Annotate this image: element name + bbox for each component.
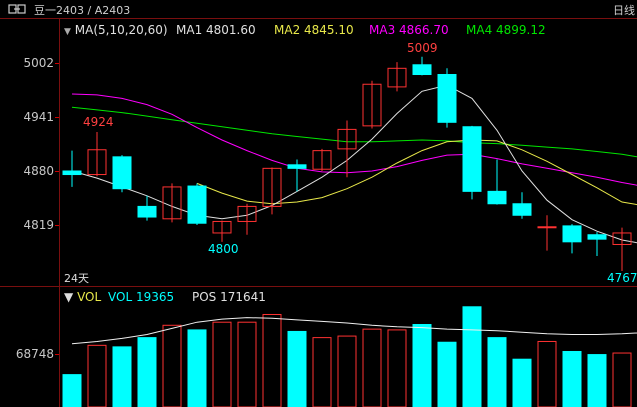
volume-bar [512, 358, 532, 407]
volume-bar [562, 350, 582, 407]
ma1-line [71, 84, 637, 244]
candle-body [162, 186, 182, 220]
volume-bar [162, 324, 182, 407]
chevron-down-icon[interactable]: ▼ [64, 290, 74, 304]
volume-bar [287, 330, 307, 407]
candle-body [287, 164, 307, 169]
volume-bar [337, 335, 357, 407]
candle-body [587, 234, 607, 240]
candle-body [387, 67, 407, 88]
candle-body [487, 190, 507, 205]
period-count-label: 24天 [64, 272, 89, 285]
volume-bar [112, 346, 132, 407]
vol-ma-line [71, 317, 637, 345]
candle-body [137, 205, 157, 218]
ma-legend: ▼ MA(5,10,20,60) [64, 23, 168, 37]
price-tick [55, 171, 59, 172]
chevron-down-icon[interactable]: ▼ [64, 27, 71, 37]
pane-divider [0, 286, 637, 287]
high-annotation: 5009 [407, 41, 438, 55]
volume-bar [262, 313, 282, 407]
volume-bar [237, 321, 257, 407]
price-axis-label: 4941 [23, 110, 54, 124]
volume-bar [87, 344, 107, 407]
candle-body [262, 167, 282, 207]
volume-bar [487, 337, 507, 407]
right-low-annotation: 4767 [607, 271, 637, 285]
price-axis-label: 5002 [23, 56, 54, 70]
candle-body [187, 185, 207, 224]
ma4-line [71, 106, 637, 158]
pos-value: POS 171641 [192, 290, 266, 304]
link-icon[interactable] [8, 3, 26, 15]
ma1-value: MA1 4801.60 [176, 23, 256, 37]
price-tick [55, 117, 59, 118]
volume-bar [187, 329, 207, 407]
volume-bar [387, 329, 407, 407]
candle-body [62, 170, 82, 176]
volume-bar [362, 328, 382, 407]
title-bar: 豆一2403 / A2403 日线 [0, 0, 637, 18]
volume-bar [462, 306, 482, 407]
candle-body [612, 232, 632, 245]
vol-value: VOL 19365 [108, 290, 175, 304]
volume-bar [62, 374, 82, 407]
left-high-annotation: 4924 [83, 115, 114, 129]
vol-axis-label: 68748 [15, 347, 54, 361]
period-selector[interactable]: 日线 [613, 4, 635, 17]
ma-indicator-title[interactable]: MA(5,10,20,60) [74, 23, 168, 37]
volume-bar [437, 341, 457, 407]
vol-legend: ▼ VOL [64, 290, 101, 304]
price-tick [55, 63, 59, 64]
candle-body [112, 156, 132, 190]
candle-body [537, 226, 557, 229]
volume-bar [137, 337, 157, 407]
volume-bar [587, 354, 607, 407]
ma3-value: MA3 4866.70 [369, 23, 449, 37]
candle-body [437, 74, 457, 123]
candle-body [362, 83, 382, 127]
ma3-line [71, 93, 637, 186]
candle-body [237, 205, 257, 222]
candle-body [562, 225, 582, 243]
price-tick [55, 225, 59, 226]
volume-bar [212, 321, 232, 407]
candle-body [212, 220, 232, 234]
candle-body [412, 64, 432, 76]
volume-bar [312, 337, 332, 407]
volume-bar [412, 324, 432, 407]
candle-body [312, 150, 332, 170]
volume-bar [537, 340, 557, 407]
vol-indicator-title[interactable]: VOL [77, 290, 102, 304]
titlebar-divider [0, 18, 637, 19]
price-axis-line [59, 18, 60, 407]
ma2-value: MA2 4845.10 [274, 23, 354, 37]
candle-body [337, 128, 357, 150]
price-axis-label: 4819 [23, 218, 54, 232]
candle-body [87, 149, 107, 176]
vol-tick [55, 354, 59, 355]
candle-body [512, 203, 532, 216]
ma4-value: MA4 4899.12 [466, 23, 546, 37]
candle-body [462, 126, 482, 192]
contract-title: 豆一2403 / A2403 [34, 4, 131, 17]
low-annotation: 4800 [208, 242, 239, 256]
volume-bar [612, 352, 632, 407]
price-axis-label: 4880 [23, 164, 54, 178]
